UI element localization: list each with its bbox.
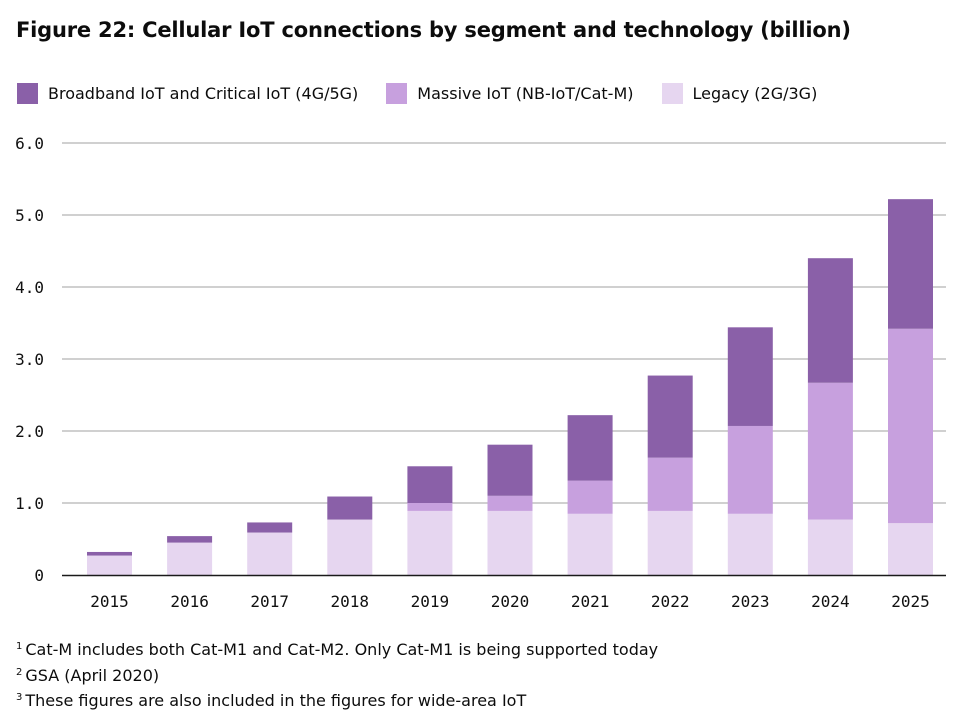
bar-segment-massive (487, 495, 533, 511)
bar-segment-broadband (647, 375, 693, 458)
bar-segment-broadband (487, 444, 533, 496)
bar-segment-broadband (807, 258, 853, 383)
bar-segment-legacy (247, 532, 293, 575)
footnote-mark: 2 (16, 666, 23, 678)
legend-item-broadband: Broadband IoT and Critical IoT (4G/5G) (17, 83, 358, 104)
bar-stack-2022 (647, 375, 693, 575)
y-axis-ticks: 0 1.0 2.0 3.0 4.0 5.0 6.0 (15, 134, 44, 585)
footnote-text: GSA (April 2020) (25, 665, 160, 685)
bar-segment-legacy (727, 513, 773, 575)
bar-stack-2023 (727, 327, 773, 575)
bar-segment-massive (807, 382, 853, 520)
bar-segment-broadband (167, 536, 213, 543)
legend: Broadband IoT and Critical IoT (4G/5G) M… (17, 83, 845, 104)
bar-segment-broadband (327, 496, 373, 520)
bar-segment-legacy (807, 519, 853, 575)
bar-stack-2020 (487, 444, 533, 575)
x-tick-label: 2016 (170, 592, 209, 611)
bar-stack-2021 (567, 415, 613, 575)
bar-segment-legacy (87, 555, 132, 575)
bar-segment-massive (647, 457, 693, 511)
legend-label-broadband: Broadband IoT and Critical IoT (4G/5G) (48, 84, 359, 103)
footnote-2: 2 GSA (April 2020) (16, 662, 658, 688)
x-tick-label: 2025 (891, 592, 930, 611)
legend-label-massive: Massive IoT (NB-IoT/Cat-M) (417, 84, 634, 103)
bar-stack-2015 (87, 551, 132, 575)
stacked-bar-chart: 0 1.0 2.0 3.0 4.0 5.0 6.0 2015 2016 2017 2018 2019… (15, 134, 946, 611)
bars (87, 199, 933, 575)
bar-segment-legacy (327, 519, 373, 575)
bar-segment-legacy (888, 523, 933, 575)
chart-title: Figure 22: Cellular IoT connections by s… (16, 18, 851, 42)
bar-stack-2025 (888, 199, 933, 575)
legend-item-massive: Massive IoT (NB-IoT/Cat-M) (386, 83, 634, 104)
legend-label-legacy: Legacy (2G/3G) (692, 84, 818, 103)
bar-segment-legacy (487, 510, 533, 575)
bar-stack-2016 (167, 536, 213, 575)
bar-segment-legacy (647, 510, 693, 575)
x-tick-label: 2024 (811, 592, 850, 611)
x-axis-ticks: 2015 2016 2017 2018 2019 2020 2021 2022 2023 2024… (90, 592, 930, 611)
bar-segment-broadband (87, 551, 132, 556)
footnote-mark: 1 (16, 641, 23, 652)
legend-swatch-massive (386, 83, 408, 104)
y-tick-label: 6.0 (15, 134, 44, 153)
x-tick-label: 2021 (571, 592, 610, 611)
bar-stack-2024 (807, 258, 853, 575)
legend-swatch-broadband (17, 83, 38, 104)
footnote-1: 1 Cat-M includes both Cat-M1 and Cat-M2. … (16, 636, 658, 662)
legend-swatch-legacy (661, 83, 683, 104)
bar-segment-legacy (167, 542, 213, 575)
footnote-mark: 3 (16, 692, 23, 703)
footnote-text: These figures are also included in the f… (25, 691, 527, 710)
x-tick-label: 2019 (411, 592, 450, 611)
bar-segment-massive (727, 425, 773, 514)
x-tick-label: 2017 (250, 592, 289, 611)
bar-segment-massive (888, 328, 933, 524)
y-tick-label: 5.0 (15, 206, 44, 225)
bar-stack-2017 (247, 522, 293, 575)
bar-segment-broadband (888, 199, 933, 329)
x-tick-label: 2023 (731, 592, 770, 611)
x-tick-label: 2020 (491, 592, 530, 611)
bar-segment-broadband (727, 327, 773, 426)
gridlines (62, 142, 946, 504)
bar-segment-broadband (407, 466, 453, 503)
x-tick-label: 2015 (90, 592, 129, 611)
footnotes: 1 Cat-M includes both Cat-M1 and Cat-M2. … (16, 636, 658, 713)
footnote-3: 3 These figures are also included in the … (16, 687, 658, 713)
x-tick-label: 2018 (331, 592, 370, 611)
bar-segment-massive (407, 503, 453, 511)
bar-stack-2018 (327, 496, 373, 575)
bar-segment-legacy (407, 510, 453, 575)
x-tick-label: 2022 (651, 592, 690, 611)
bar-segment-broadband (247, 522, 293, 533)
bar-segment-legacy (567, 513, 613, 575)
y-tick-label: 3.0 (15, 350, 44, 369)
y-tick-label: 4.0 (15, 278, 44, 297)
y-tick-label: 0 (34, 566, 44, 585)
bar-segment-broadband (567, 415, 613, 481)
bar-stack-2019 (407, 466, 453, 575)
y-tick-label: 1.0 (15, 494, 44, 513)
legend-item-legacy: Legacy (2G/3G) (661, 83, 818, 104)
bar-segment-massive (567, 480, 613, 514)
y-tick-label: 2.0 (15, 422, 44, 441)
footnote-text: Cat-M includes both Cat-M1 and Cat-M2. O… (25, 640, 659, 659)
